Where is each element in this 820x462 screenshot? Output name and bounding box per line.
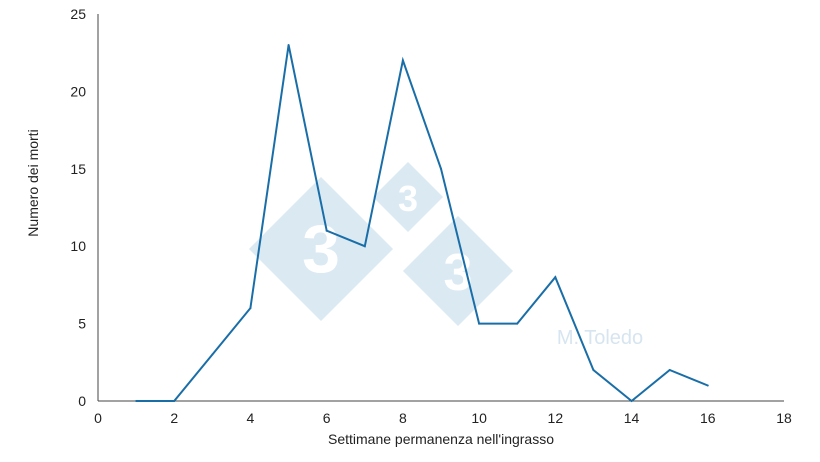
watermark-number: 3 <box>398 178 418 219</box>
data-point <box>630 400 633 402</box>
watermark: 3 3 3 M. Toledo <box>249 162 643 349</box>
y-axis-title: Numero dei morti <box>25 129 41 236</box>
x-tick-label: 0 <box>94 410 102 426</box>
data-point <box>173 400 176 402</box>
x-tick-label: 14 <box>624 410 640 426</box>
x-tick-label: 4 <box>247 410 255 426</box>
x-tick-labels: 0 2 4 6 8 10 12 14 16 18 <box>94 410 792 426</box>
y-tick-label: 25 <box>70 6 86 22</box>
series-line <box>136 44 709 403</box>
watermark-diamond-medium: 3 <box>403 216 513 326</box>
x-tick-label: 16 <box>700 410 716 426</box>
watermark-credit: M. Toledo <box>557 327 643 349</box>
y-tick-label: 15 <box>70 161 86 177</box>
y-tick-label: 0 <box>78 393 86 409</box>
watermark-number: 3 <box>302 211 340 287</box>
data-point <box>554 276 557 279</box>
data-points <box>135 43 709 402</box>
x-tick-label: 2 <box>170 410 178 426</box>
data-point <box>516 322 519 325</box>
y-tick-labels: 0 5 10 15 20 25 <box>70 6 86 409</box>
data-point <box>592 369 595 372</box>
data-point <box>440 167 442 170</box>
data-point <box>478 322 481 325</box>
data-point <box>401 59 404 62</box>
x-tick-label: 6 <box>323 410 331 426</box>
x-tick-label: 8 <box>399 410 407 426</box>
data-point <box>135 400 138 402</box>
data-point <box>668 369 671 372</box>
data-point <box>249 307 252 310</box>
data-point <box>211 353 214 356</box>
y-tick-label: 5 <box>78 316 86 332</box>
data-point <box>325 229 328 232</box>
watermark-diamond-large: 3 <box>249 177 393 321</box>
y-tick-label: 10 <box>70 238 86 254</box>
x-tick-label: 10 <box>471 410 487 426</box>
y-tick-label: 20 <box>70 83 86 99</box>
watermark-diamond-small: 3 <box>373 162 443 232</box>
watermark-number: 3 <box>444 244 473 302</box>
data-point <box>706 384 709 387</box>
x-tick-label: 18 <box>776 410 792 426</box>
data-point <box>363 245 366 248</box>
x-axis-title: Settimane permanenza nell'ingrasso <box>328 431 554 447</box>
x-tick-label: 12 <box>548 410 564 426</box>
data-point <box>287 43 290 46</box>
